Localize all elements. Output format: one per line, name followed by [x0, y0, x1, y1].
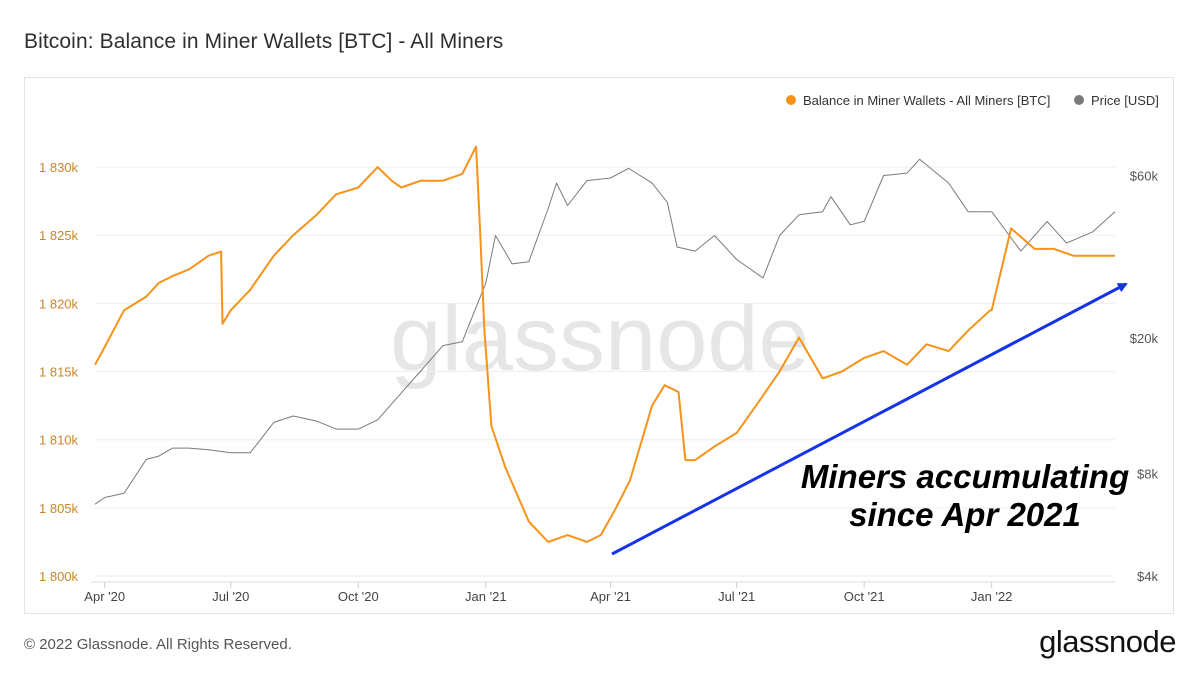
- y-left-tick-label: 1 820k: [39, 296, 79, 311]
- series-line-price: [94, 158, 1116, 505]
- y-right-tick-label: $4k: [1137, 569, 1158, 584]
- x-tick-label: Jan '21: [465, 589, 507, 604]
- watermark: glassnode: [390, 288, 809, 390]
- x-tick-label: Jan '22: [971, 589, 1013, 604]
- annotation-arrow: [611, 282, 1128, 556]
- legend-marker: [786, 95, 796, 105]
- chart-svg: glassnode Apr '20 Jul '20 Oct '20 Jan '21 Ap…: [39, 93, 1159, 604]
- series-line-balance: [94, 145, 1115, 543]
- brand-logo: glassnode: [1039, 624, 1176, 659]
- y-left-tick-label: 1 830k: [39, 160, 79, 175]
- y-right-tick-label: $8k: [1137, 466, 1158, 481]
- x-tick-label: Oct '20: [338, 589, 379, 604]
- x-tick-label: Oct '21: [844, 589, 885, 604]
- legend-marker: [1074, 95, 1084, 105]
- x-tick-label: Jul '21: [718, 589, 755, 604]
- annotation-line-2: since Apr 2021: [849, 496, 1081, 533]
- legend-label: Balance in Miner Wallets - All Miners [B…: [803, 93, 1050, 108]
- x-tick-label: Jul '20: [212, 589, 249, 604]
- y-right-tick-label: $60k: [1130, 169, 1159, 184]
- chart-title: Bitcoin: Balance in Miner Wallets [BTC] …: [24, 30, 504, 53]
- annotation-line-1: Miners accumulating: [800, 458, 1130, 495]
- y-left-tick-label: 1 800k: [39, 569, 79, 584]
- annotation: Miners accumulating since Apr 2021: [790, 458, 1140, 534]
- y-left-tick-label: 1 810k: [39, 433, 79, 448]
- y-left-tick-label: 1 805k: [39, 501, 79, 516]
- y-left-tick-label: 1 825k: [39, 228, 79, 243]
- x-tick-label: Apr '20: [84, 589, 125, 604]
- y-right-tick-label: $20k: [1130, 331, 1159, 346]
- copyright: © 2022 Glassnode. All Rights Reserved.: [24, 636, 292, 653]
- x-tick-label: Apr '21: [590, 589, 631, 604]
- chart-area: glassnode Apr '20 Jul '20 Oct '20 Jan '21 Ap…: [24, 77, 1174, 614]
- legend-label: Price [USD]: [1091, 93, 1159, 108]
- y-left-tick-label: 1 815k: [39, 365, 79, 380]
